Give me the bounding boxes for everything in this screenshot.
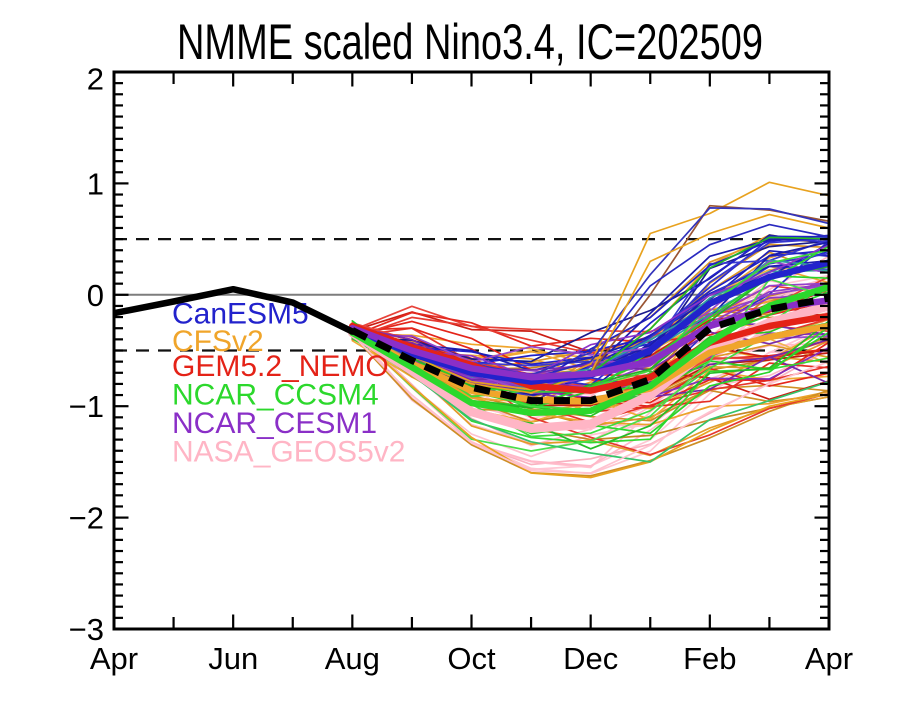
svg-text:Apr: Apr [805,641,853,676]
svg-text:−3: −3 [69,612,104,647]
svg-text:GEM5.2_NEMO: GEM5.2_NEMO [172,350,389,383]
svg-text:Oct: Oct [447,641,496,676]
svg-text:0: 0 [87,278,104,313]
svg-text:Aug: Aug [325,641,380,676]
svg-text:2: 2 [87,61,104,96]
svg-text:NMME scaled Nino3.4, IC=202509: NMME scaled Nino3.4, IC=202509 [177,14,763,70]
svg-text:Dec: Dec [563,641,618,676]
svg-text:Jun: Jun [208,641,258,676]
svg-text:CFSv2: CFSv2 [172,325,264,358]
svg-text:Feb: Feb [683,641,736,676]
svg-text:−1: −1 [69,389,104,424]
svg-text:NCAR_CCSM4: NCAR_CCSM4 [172,379,379,412]
svg-text:NCAR_CESM1: NCAR_CESM1 [172,407,377,440]
svg-text:Apr: Apr [90,641,138,676]
svg-text:1: 1 [87,166,104,201]
svg-text:−2: −2 [69,501,104,536]
svg-text:NASA_GEOS5v2: NASA_GEOS5v2 [172,436,405,469]
